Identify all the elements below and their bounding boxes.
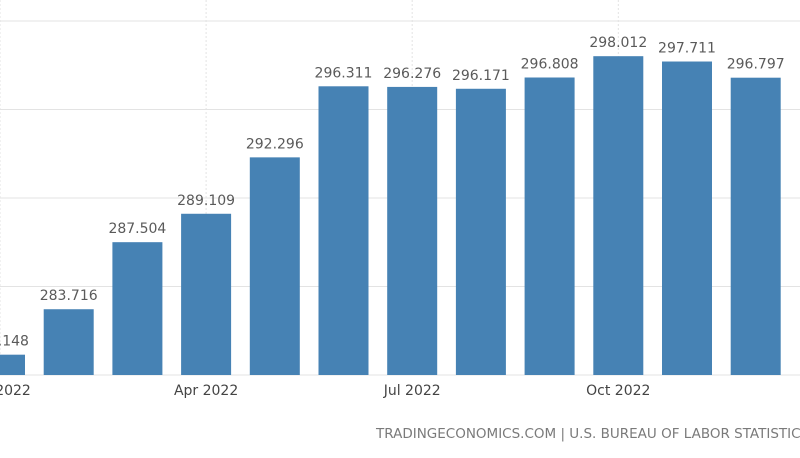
bar — [181, 213, 232, 375]
bar — [455, 88, 506, 375]
bar — [387, 86, 438, 376]
bar — [593, 56, 644, 376]
value-label: 296.797 — [727, 57, 785, 73]
value-label: 298.012 — [589, 35, 647, 51]
value-label: 296.311 — [315, 65, 373, 81]
bar — [112, 242, 163, 375]
value-label: 296.276 — [383, 66, 441, 82]
bar — [524, 77, 575, 375]
bar — [318, 86, 369, 376]
x-tick-label: Jul 2022 — [383, 383, 441, 399]
value-label: 296.171 — [452, 68, 510, 84]
bar — [249, 157, 300, 375]
x-tick-label: Apr 2022 — [174, 383, 238, 399]
bar — [43, 309, 94, 375]
bar — [0, 354, 25, 375]
value-label: 297.711 — [658, 41, 716, 57]
x-tick-label: Jan 2022 — [0, 383, 31, 399]
value-label: 296.808 — [521, 56, 579, 72]
plot: Jan 2022 281.148 283.716 287.504 Apr 2022 289… — [0, 0, 800, 399]
value-label: 287.504 — [108, 221, 166, 237]
value-label: 281.148 — [0, 334, 29, 350]
value-label: 292.296 — [246, 136, 304, 152]
bar — [662, 61, 712, 376]
x-tick-label: Oct 2022 — [586, 383, 650, 399]
bar — [730, 77, 781, 375]
value-label: 289.109 — [177, 193, 235, 209]
source-note: TRADINGECONOMICS.COM | U.S. BUREAU OF LA… — [375, 426, 800, 442]
value-label: 283.716 — [40, 288, 98, 304]
